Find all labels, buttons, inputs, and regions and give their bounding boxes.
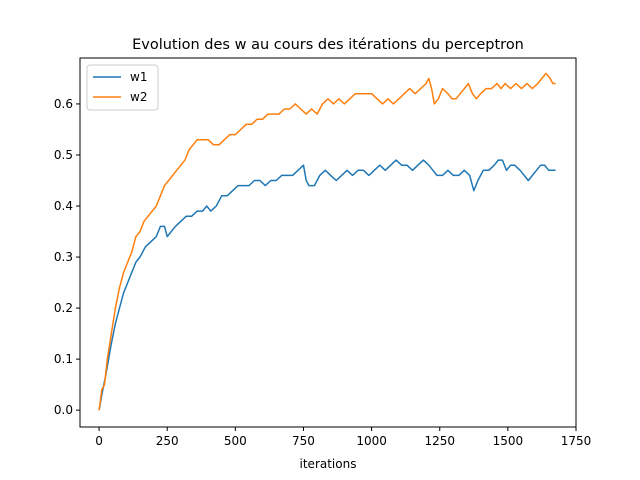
x-axis-label: iterations xyxy=(300,457,357,471)
y-tick-label: 0.6 xyxy=(54,97,73,111)
y-tick-label: 0.2 xyxy=(54,301,73,315)
x-axis-ticks: 0 250 500 750 1000 1250 1500 1750 xyxy=(95,427,591,448)
y-tick-label: 0.5 xyxy=(54,148,73,162)
x-tick-label: 500 xyxy=(224,434,247,448)
axes-frame xyxy=(79,57,577,428)
plot-content xyxy=(98,72,556,411)
x-tick-label: 1750 xyxy=(561,434,592,448)
x-tick-label: 0 xyxy=(95,434,103,448)
x-tick-label: 1250 xyxy=(424,434,455,448)
y-tick-label: 0.0 xyxy=(54,403,73,417)
legend-label-w1: w1 xyxy=(130,70,147,84)
series-line-w1 xyxy=(98,159,556,411)
x-tick-label: 1000 xyxy=(356,434,387,448)
x-tick-label: 1500 xyxy=(493,434,524,448)
chart-title: Evolution des w au cours des itérations … xyxy=(132,37,524,53)
y-tick-label: 0.3 xyxy=(54,250,73,264)
legend-label-w2: w2 xyxy=(130,90,147,104)
series-line-w2 xyxy=(98,72,556,411)
y-tick-label: 0.4 xyxy=(54,199,73,213)
x-tick-label: 750 xyxy=(292,434,315,448)
y-tick-label: 0.1 xyxy=(54,352,73,366)
x-tick-label: 250 xyxy=(156,434,179,448)
y-axis-ticks: 0.0 0.1 0.2 0.3 0.4 0.5 0.6 xyxy=(54,97,80,417)
